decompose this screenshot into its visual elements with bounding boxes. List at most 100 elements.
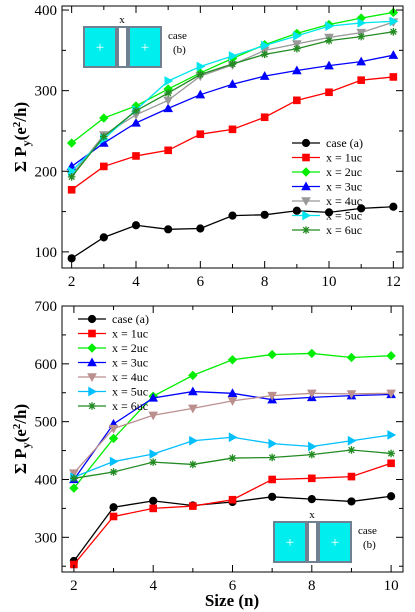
data-point [291,40,302,49]
inset-block-right [318,521,352,563]
y-tick-label: 500 [35,415,58,431]
inset-block-left [83,26,117,68]
ylabel-unit-top: (e [11,127,30,141]
data-point [347,435,357,446]
data-point [67,173,76,181]
x-tick-label: 4 [132,274,140,290]
series-line [73,449,392,479]
data-point [386,351,396,361]
data-point [196,130,205,138]
data-point [268,438,278,449]
legend-item: case (a) [292,136,363,150]
legend-marker [88,329,96,338]
data-point [347,497,356,506]
legend-marker [87,314,97,324]
data-point [306,389,317,399]
legend-label: x = 3uc [112,356,148,370]
inset-plus-right: + [331,535,339,551]
data-point [386,389,396,399]
x-tick-label: 2 [70,578,78,594]
y-axis-title-top: Σ Py(e2/h) [11,102,33,172]
data-point [293,30,302,41]
legend-label: x = 2uc [326,165,362,179]
data-point [357,32,365,41]
legend-label: x = 1uc [112,327,148,341]
legend-item: x = 3uc [78,356,148,370]
data-point [109,512,118,521]
data-point [196,70,205,79]
data-point [291,65,302,75]
data-point [292,206,301,215]
data-point [267,349,277,360]
data-point [196,61,206,72]
data-point [387,449,395,458]
data-point [389,27,398,36]
legend-marker [87,357,97,367]
legend-marker [88,386,98,397]
data-point [187,404,198,414]
legend-marker [302,210,312,221]
data-point [307,495,316,504]
data-point [132,152,140,160]
inset-block-left [273,521,307,563]
ylabel-tail-bottom: /h) [11,404,30,425]
inset-case-label: case [168,30,187,42]
data-point [260,50,269,59]
data-point [108,433,119,444]
inset-diagram-top: + + x case (b) [83,14,187,68]
data-point [149,449,159,459]
ylabel-unit-bottom: (e [11,429,30,443]
legend-item: x = 2uc [292,165,362,179]
series-6 [70,446,395,483]
legend-marker [301,138,311,148]
inset-block-right [128,26,162,68]
y-tick-label: 400 [35,3,58,19]
data-point [260,113,269,122]
data-point [307,348,317,359]
y-tick-label: 400 [35,472,58,488]
data-point [164,89,172,97]
legend-label: x = 5uc [112,385,148,399]
data-point [260,40,270,51]
inset-case-label: case [358,525,377,537]
y-tick-label: 200 [35,164,58,180]
data-point [268,492,277,501]
data-point [387,459,395,468]
legend-label: x = 4uc [326,194,362,208]
legend-item: x = 3uc [292,180,362,194]
data-point [347,446,356,454]
data-point [67,254,76,263]
data-point [149,504,157,513]
x-tick-label: 10 [384,578,399,594]
legend-item: x = 5uc [78,385,148,399]
data-point [357,76,365,84]
ylabel-sup-bottom: 2 [11,423,23,429]
legend-label: x = 2uc [112,341,148,355]
data-point [228,495,237,504]
ylabel-main-bottom: Σ P [11,448,30,474]
data-point [346,352,357,363]
inset-gap-label: x [119,14,125,26]
data-point [228,454,237,462]
data-point [389,16,399,27]
inset-plus-right: + [141,40,149,56]
data-point [99,233,108,242]
legend-marker [302,153,310,162]
data-point [388,50,399,59]
inset-plus-left: + [96,40,104,56]
data-point [67,186,76,194]
legend-marker [87,343,97,353]
ylabel-sub-top: y [19,140,33,146]
inset-plus-left: + [286,535,294,551]
data-point [346,390,357,399]
inset-gap-label: x [309,509,315,521]
legend-label: case (a) [112,312,149,326]
data-point [196,224,205,233]
inset-gap [307,521,318,563]
x-tick-label: 12 [386,274,401,290]
x-axis-title: Size (n) [205,591,259,610]
